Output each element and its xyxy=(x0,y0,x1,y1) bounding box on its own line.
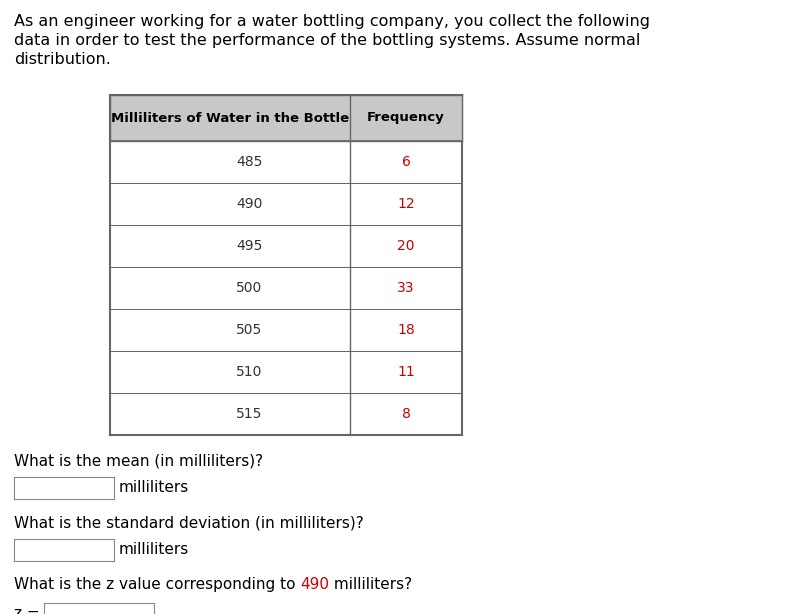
Text: 20: 20 xyxy=(397,239,415,253)
Text: 8: 8 xyxy=(401,407,411,421)
Text: milliliters: milliliters xyxy=(119,543,190,558)
Text: What is the z value corresponding to: What is the z value corresponding to xyxy=(14,577,301,592)
Text: As an engineer working for a water bottling company, you collect the following: As an engineer working for a water bottl… xyxy=(14,14,650,29)
Text: data in order to test the performance of the bottling systems. Assume normal: data in order to test the performance of… xyxy=(14,33,641,48)
Text: 6: 6 xyxy=(401,155,411,169)
Text: z =: z = xyxy=(14,607,44,614)
Text: Milliliters of Water in the Bottle: Milliliters of Water in the Bottle xyxy=(111,112,349,125)
Text: Frequency: Frequency xyxy=(367,112,445,125)
Text: 33: 33 xyxy=(397,281,415,295)
Text: 490: 490 xyxy=(301,577,329,592)
Text: What is the standard deviation (in milliliters)?: What is the standard deviation (in milli… xyxy=(14,515,364,530)
Text: 485: 485 xyxy=(236,155,262,169)
Text: 18: 18 xyxy=(397,323,415,337)
Text: milliliters: milliliters xyxy=(119,481,190,495)
Text: 12: 12 xyxy=(397,197,415,211)
Text: 510: 510 xyxy=(236,365,262,379)
Text: 11: 11 xyxy=(397,365,415,379)
Text: What is the mean (in milliliters)?: What is the mean (in milliliters)? xyxy=(14,453,263,468)
Text: milliliters?: milliliters? xyxy=(329,577,412,592)
Text: 515: 515 xyxy=(236,407,262,421)
Text: distribution.: distribution. xyxy=(14,52,111,67)
Text: 490: 490 xyxy=(236,197,262,211)
Text: 505: 505 xyxy=(236,323,262,337)
Text: 500: 500 xyxy=(236,281,262,295)
Text: 495: 495 xyxy=(236,239,262,253)
